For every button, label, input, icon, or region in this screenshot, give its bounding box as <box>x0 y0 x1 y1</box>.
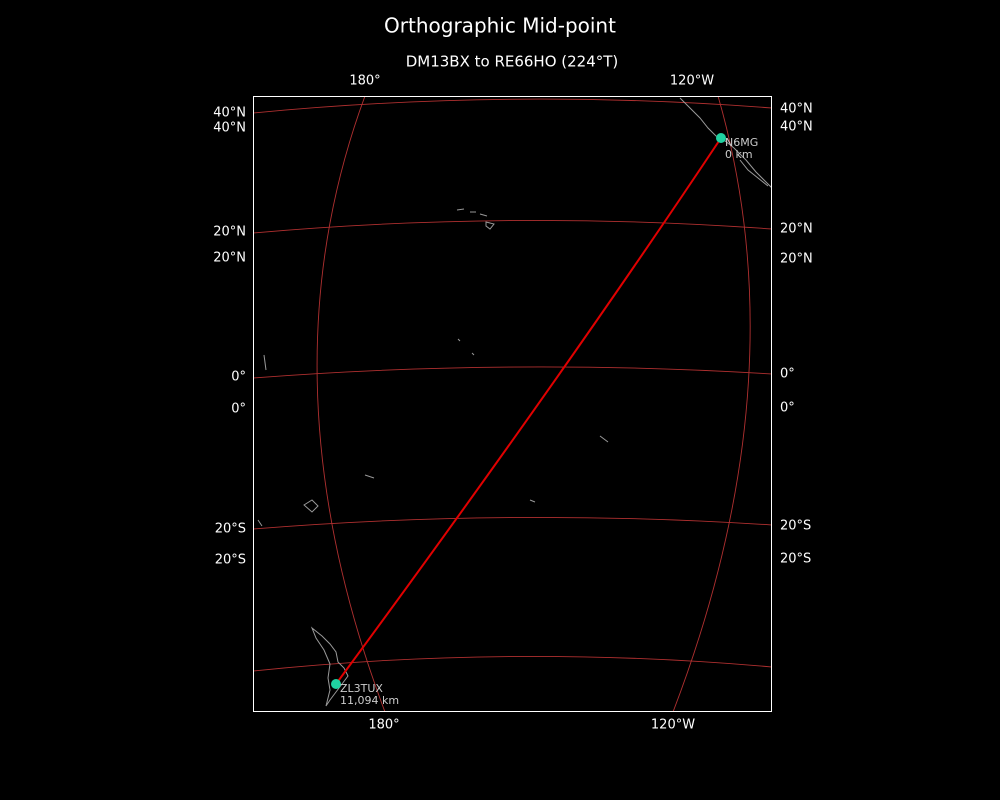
parallel <box>254 516 771 530</box>
lat-label: 20°S <box>780 519 811 534</box>
lat-label: 20°S <box>215 553 246 568</box>
lat-label: 20°N <box>780 222 813 237</box>
map-frame <box>253 96 772 712</box>
lat-label: 20°N <box>780 252 813 267</box>
graticule <box>254 97 771 711</box>
map-title: Orthographic Mid-point <box>384 14 616 38</box>
lon-label: 180° <box>349 74 380 89</box>
lat-label: 20°N <box>213 225 246 240</box>
great-circle-path <box>335 137 722 685</box>
station-marker <box>716 133 726 143</box>
lat-label: 40°N <box>213 121 246 136</box>
lat-label: 20°S <box>780 552 811 567</box>
map-subtitle: DM13BX to RE66HO (224°T) <box>406 53 619 71</box>
station-distance: 11,094 km <box>340 694 399 707</box>
station-distance: 0 km <box>725 148 753 161</box>
lat-label: 0° <box>231 370 246 385</box>
coastline <box>739 159 769 187</box>
parallel <box>254 366 771 379</box>
lat-label: 40°N <box>213 106 246 121</box>
lat-label: 0° <box>780 367 795 382</box>
parallel <box>254 219 771 234</box>
station-call: ZL3TUX <box>340 682 383 695</box>
lat-label: 0° <box>780 401 795 416</box>
lon-label: 120°W <box>670 74 714 89</box>
coastline <box>310 626 349 707</box>
lon-label: 180° <box>368 718 399 733</box>
lat-label: 0° <box>231 402 246 417</box>
lat-label: 40°N <box>780 102 813 117</box>
meridian <box>316 97 386 711</box>
meridian <box>672 97 751 711</box>
coastline <box>257 338 609 527</box>
coastline <box>456 208 495 230</box>
map-area <box>253 96 772 712</box>
lat-label: 20°S <box>215 522 246 537</box>
parallel <box>254 655 771 672</box>
lon-label: 120°W <box>651 718 695 733</box>
parallel <box>254 98 771 114</box>
station-marker <box>331 679 341 689</box>
station-call: N6MG <box>725 136 758 149</box>
lat-label: 20°N <box>213 251 246 266</box>
lat-label: 40°N <box>780 120 813 135</box>
